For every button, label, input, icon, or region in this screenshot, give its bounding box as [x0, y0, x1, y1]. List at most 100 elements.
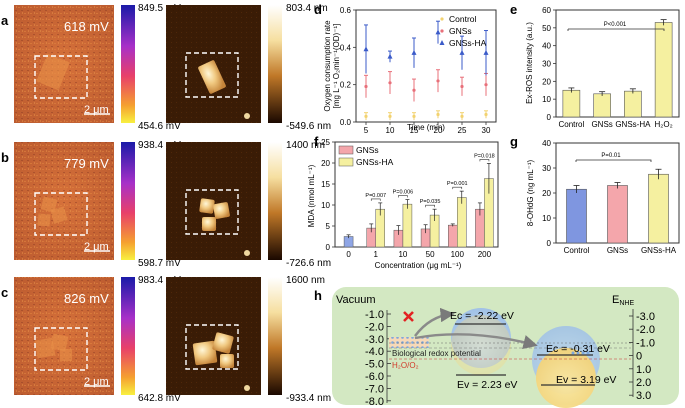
colorbar-afm-min-b: -726.6 nm	[286, 258, 331, 269]
electron-transfer-arrow	[414, 333, 538, 350]
d-yticks-label-2: 0.4	[340, 43, 352, 52]
h-left-label-3: -4.0	[365, 346, 384, 358]
e-yticks-label-5: 50	[542, 24, 551, 33]
f-xlabel-1: 1	[374, 250, 379, 259]
bar-g-1	[607, 185, 628, 244]
h-right-label-4: 1.0	[636, 364, 651, 376]
colorbar-kpfm-a	[121, 5, 135, 123]
f-xlabel-4: 100	[451, 250, 465, 259]
h2o-o2-label: H₂O/O₂	[392, 361, 419, 370]
f-xlabel-3: 50	[426, 250, 435, 259]
sig-label-f-2: P=0.035	[420, 199, 441, 205]
redox-label: Biological redox potential	[392, 349, 481, 358]
f-yticks-label-2: 10	[321, 201, 330, 210]
legend-marker-gnssha	[439, 40, 445, 45]
y-axis-title-e: Ex-ROS intensity (a.u.)	[525, 22, 534, 104]
colorbar-afm-max-b: 1400 nm	[286, 140, 325, 151]
h-left-label-6: -7.0	[365, 383, 384, 395]
kpfm-flake-c-2	[60, 349, 72, 361]
x-axis-d: 5 10 15 20 25 30	[364, 122, 491, 135]
e-yticks-label-1: 10	[542, 95, 551, 104]
point-d-2-5	[483, 49, 489, 55]
bar-e-2	[624, 90, 642, 118]
sig-bracket-f-2	[425, 204, 435, 208]
colorbar-afm-a	[268, 5, 282, 123]
panel-g: g 0 10 20 30 40 Control GNSs GNSs-HA 8-OHdG (n…	[510, 134, 680, 255]
sig-bracket-f-0	[370, 198, 381, 201]
kpfm-flake-b-2	[37, 213, 51, 227]
afm-particle-a	[244, 113, 250, 119]
d-yticks-label-1: 0.2	[340, 81, 352, 90]
nhe-axis: -3.0-2.0-1.0 01.02.03.0	[629, 311, 655, 402]
colorbar-kpfm-max-b: 938.4 mV	[138, 140, 181, 151]
sig-bracket-f-4	[479, 159, 490, 162]
bars-e	[562, 19, 673, 118]
point-d-0-1	[388, 114, 392, 118]
h-right-label-5: 2.0	[636, 377, 651, 389]
vacuum-axis: -1.0-2.0-3.0-4.0-5.0-6.0-7.0-8.0	[365, 309, 391, 408]
d-yticks-label-0: 0.0	[340, 118, 352, 127]
vacuum-title: Vacuum	[336, 294, 376, 306]
roi-box-afm-c	[185, 324, 239, 370]
point-d-1-0	[364, 84, 368, 89]
panel-label-d: d	[314, 2, 322, 17]
roi-box-kpfm-a	[34, 55, 88, 99]
panel-label-c: c	[1, 285, 8, 300]
d-yticks-label-3: 0.6	[340, 6, 352, 15]
e-xlabel-1: GNSs	[591, 120, 612, 129]
legend-swatch-gnss	[338, 145, 354, 155]
point-d-1-5	[484, 83, 488, 87]
y-axis-d: 0.0 0.2 0.4 0.6	[340, 6, 356, 127]
band-gnssha-vb	[536, 348, 596, 408]
electron-transfer-arrow-blocked	[414, 307, 455, 337]
bar-f-1-2	[402, 203, 413, 248]
g-yticks-label-0: 0	[547, 239, 552, 248]
g-yticks-label-1: 10	[542, 214, 551, 223]
point-d-2-3	[435, 29, 441, 35]
kpfm-flake-b-1	[50, 206, 68, 224]
significance-e: P<0.001	[604, 22, 627, 28]
roi-box-afm-b	[185, 189, 239, 235]
y-axis-e: 0 10 20 30 40 50 60	[542, 6, 556, 122]
colorbar-kpfm-max-a: 849.5 mV	[138, 3, 181, 14]
point-d-2-0	[363, 46, 369, 52]
e-xlabel-2: GNSs-HA	[615, 120, 651, 129]
nhe-title: ENHE	[612, 294, 634, 307]
sig-bracket-f-3	[452, 186, 463, 190]
point-d-1-1	[388, 81, 392, 85]
significance-g: P=0.01	[601, 153, 621, 159]
bar-e-0	[562, 89, 581, 118]
e-yticks-label-6: 60	[542, 6, 551, 15]
panel-label-b: b	[1, 150, 9, 165]
point-d-0-0	[364, 114, 368, 118]
d-xlabel-3: 20	[434, 126, 443, 135]
bars-f	[343, 163, 494, 248]
legend-label-gnss: GNSs	[449, 26, 472, 36]
panel-f: f 0 5 10 15 20 25 0 1 10 50 100 200 Concentration …	[307, 134, 499, 270]
panel-label-a: a	[1, 13, 9, 28]
afm-flake-a-0	[198, 60, 226, 94]
f-xlabel-2: 10	[398, 250, 407, 259]
y-axis-title-d-2: [mg L⁻¹ O₂min⁻¹(OD)⁻¹]	[332, 24, 341, 109]
legend-marker-gnss	[440, 29, 444, 33]
f-yticks-label-5: 25	[321, 138, 330, 147]
afm-flake-b-0	[199, 198, 215, 214]
bar-g-2	[648, 173, 669, 244]
y-axis-title-d-1: Oxygen consumption rate	[323, 20, 332, 112]
colorbar-kpfm-min-a: 454.6 mV	[138, 121, 181, 132]
colorbar-kpfm-c	[121, 277, 135, 395]
colorbar-afm-max-a: 803.4 nm	[286, 3, 328, 14]
legend-marker-control	[440, 17, 444, 21]
bar-f-0-4	[448, 224, 458, 248]
point-d-0-3	[436, 112, 440, 117]
colorbar-afm-min-a: -549.6 nm	[286, 121, 331, 132]
point-d-2-4	[459, 49, 465, 55]
scale-label-kpfm-b: 2 μm	[84, 241, 109, 253]
sig-label-f-0: P=0.007	[365, 193, 386, 199]
y-axis-f: 0 5 10 15 20 25	[321, 138, 335, 252]
e-yticks-label-4: 40	[542, 42, 551, 51]
point-d-0-5	[484, 112, 488, 117]
surface-potential-c: 826 mV	[64, 291, 109, 306]
e-yticks-label-0: 0	[547, 113, 552, 122]
d-xlabel-2: 15	[410, 126, 419, 135]
